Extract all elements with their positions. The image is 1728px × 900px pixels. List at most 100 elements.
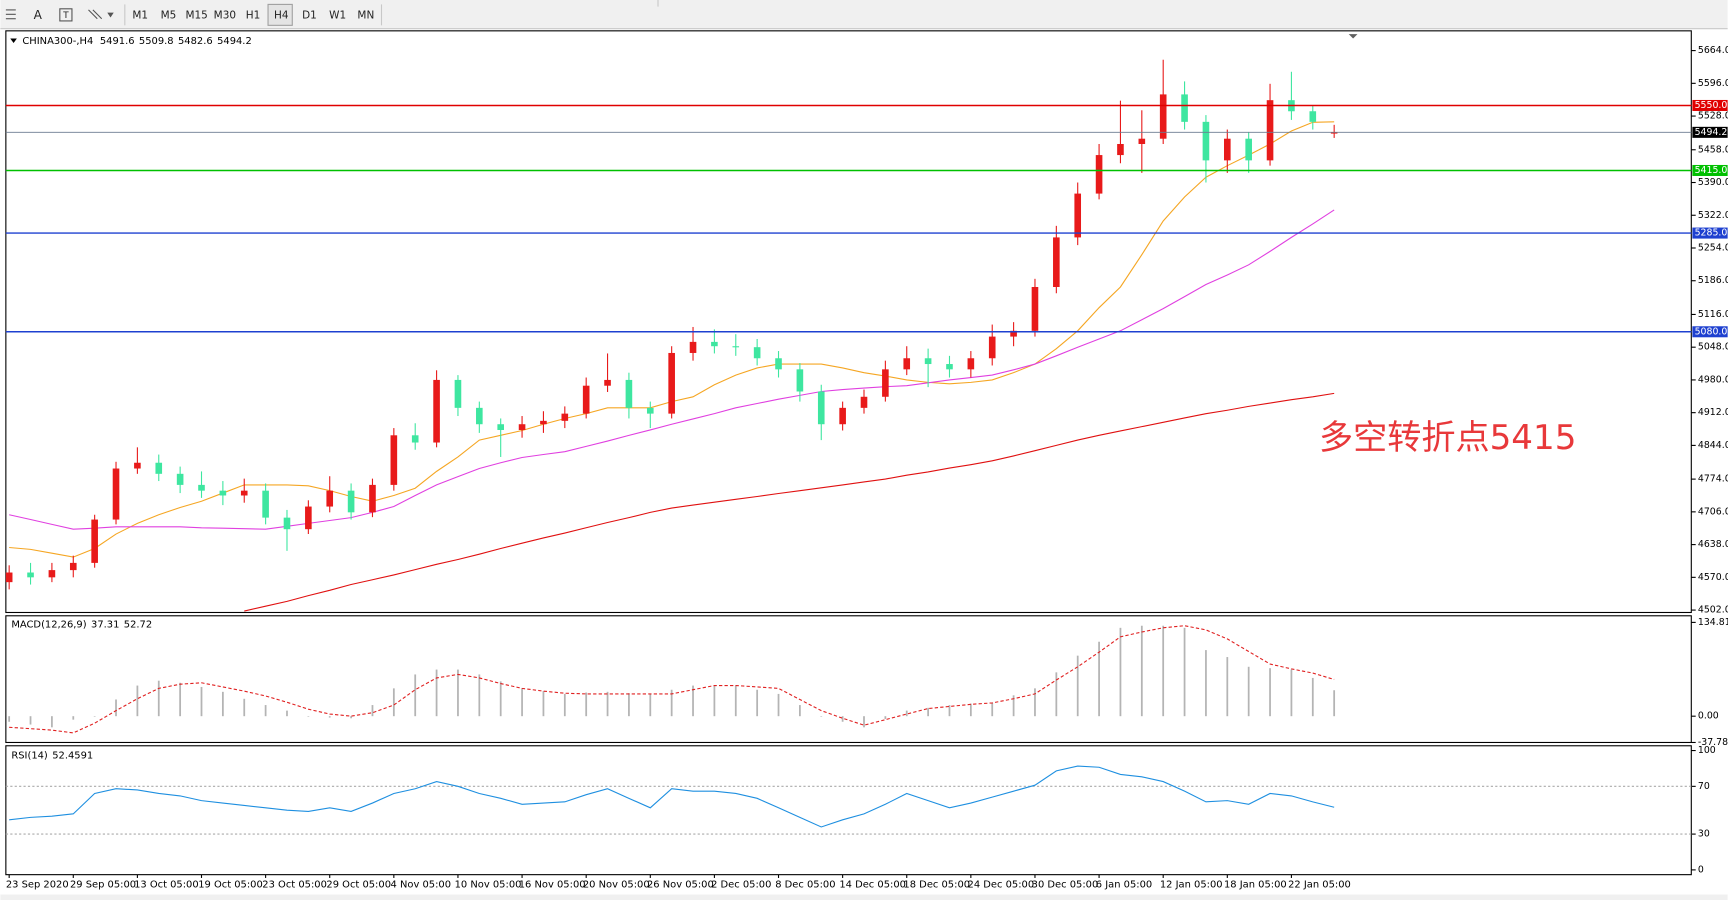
tab-bar <box>0 894 1728 900</box>
main-header: CHINA300-,H4 5491.6 5509.8 5482.6 5494.2 <box>22 36 251 47</box>
macd-bar <box>435 669 438 717</box>
y-tick-label: 5596.0 <box>1698 78 1728 89</box>
macd-bar <box>414 674 417 717</box>
x-tick-label: 20 Nov 05:00 <box>583 880 650 891</box>
macd-bar <box>1183 627 1186 717</box>
macd-bar <box>1205 650 1207 717</box>
candle-body <box>839 407 846 425</box>
macd-bar <box>1055 672 1058 717</box>
candle-body <box>646 407 654 414</box>
x-tick-label: 13 Oct 05:00 <box>134 880 199 891</box>
candle-body <box>1095 155 1103 194</box>
main-panel <box>5 30 1692 614</box>
macd-bar <box>670 689 673 717</box>
rsi-line <box>9 765 1335 828</box>
candle-body <box>198 484 205 491</box>
candle-body <box>134 462 141 469</box>
candle-body <box>1159 94 1167 139</box>
candle-body <box>240 490 248 496</box>
period-button[interactable]: D1 <box>302 9 317 21</box>
macd-bar <box>51 716 53 728</box>
macd-bar <box>8 716 11 722</box>
candle-body <box>1202 121 1210 161</box>
panel-menu <box>10 38 17 43</box>
x-tick-label: 19 Oct 05:00 <box>198 880 263 891</box>
candle-body <box>604 379 611 386</box>
objects-tool[interactable] <box>88 9 114 20</box>
macd-bar <box>863 716 865 728</box>
macd-bar <box>392 688 395 717</box>
rsi-header: RSI(14) 52.4591 <box>11 751 93 762</box>
macd-bar <box>72 716 75 720</box>
x-tick-label: 4 Nov 05:00 <box>391 880 451 891</box>
macd-bar <box>1034 688 1036 717</box>
candle-body <box>1245 138 1252 161</box>
candle-body <box>711 341 718 347</box>
level-label: 5415.0 <box>1695 165 1728 176</box>
candle-body <box>1266 100 1274 161</box>
candle-body <box>1138 138 1146 144</box>
macd-bar <box>243 698 246 717</box>
x-tick-label: 26 Nov 05:00 <box>647 880 714 891</box>
candle-body <box>689 341 697 353</box>
candle-body <box>540 420 547 425</box>
candle-body <box>860 396 868 408</box>
macd-bar <box>350 716 352 719</box>
macd-bar <box>820 716 823 717</box>
y-tick-label: 5186.0 <box>1698 275 1728 286</box>
macd-bar <box>1119 627 1122 717</box>
candle-body <box>668 352 675 414</box>
macd-bar <box>991 702 994 717</box>
level-label-bg <box>1692 99 1728 111</box>
signal-line <box>9 625 1335 734</box>
label-tool[interactable] <box>59 8 73 22</box>
active-period-frame <box>267 3 293 26</box>
macd-bar <box>179 682 182 717</box>
x-tick-label: 14 Dec 05:00 <box>839 880 906 891</box>
macd-bar <box>734 685 737 717</box>
macd-bar <box>1140 625 1143 717</box>
period-button[interactable]: H1 <box>246 9 261 21</box>
period-button[interactable]: M1 <box>132 9 148 21</box>
y-tick-label: 30 <box>1698 829 1710 840</box>
candle-body <box>219 490 227 496</box>
rsi-panel <box>5 745 1692 876</box>
text-tool[interactable]: A <box>34 8 43 22</box>
y-tick-label: 4706.0 <box>1698 506 1728 517</box>
macd-bar <box>264 705 267 717</box>
x-tick-label: 29 Sep 05:00 <box>70 880 136 891</box>
crosshair-tool[interactable] <box>5 9 16 20</box>
period-button[interactable]: M15 <box>185 9 207 21</box>
candle-body <box>1031 286 1039 331</box>
high-value: 5509.8 <box>139 36 174 47</box>
x-tick-label: 23 Sep 2020 <box>6 880 69 891</box>
macd-bar <box>200 686 203 717</box>
level-label: 5550.0 <box>1695 100 1728 111</box>
macd-bar <box>157 680 160 717</box>
y-tick-label: 134.81 <box>1698 617 1728 628</box>
candle-body <box>27 572 34 578</box>
period-button[interactable]: W1 <box>329 9 346 21</box>
macd-bar <box>1076 655 1079 717</box>
candle-body <box>91 519 98 563</box>
x-tick-label: 22 Jan 05:00 <box>1288 880 1351 891</box>
macd-panel <box>5 615 1692 744</box>
macd-bar <box>328 716 331 718</box>
period-button[interactable]: M30 <box>214 9 236 21</box>
level-label-bg <box>1692 227 1728 239</box>
macd-bar <box>1162 625 1165 717</box>
macd-bar <box>29 716 32 725</box>
candle-body <box>1181 94 1188 122</box>
candle-body <box>625 379 633 408</box>
period-button[interactable]: H4 <box>274 9 289 21</box>
candle-body <box>305 506 312 530</box>
level-label-bg <box>1692 326 1728 338</box>
macd-bar <box>1012 695 1015 717</box>
candle-body <box>454 379 462 408</box>
period-button[interactable]: MN <box>357 9 374 21</box>
candle-body <box>283 517 291 530</box>
rsi-value: 52.4591 <box>52 751 93 762</box>
period-button[interactable]: M5 <box>161 9 177 21</box>
candle-body <box>1224 138 1231 161</box>
candle-body <box>775 358 782 370</box>
